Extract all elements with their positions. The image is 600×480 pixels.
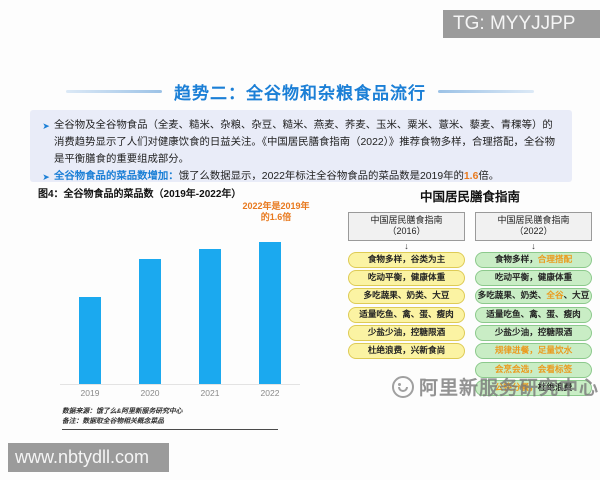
guidelines-2016-header: 中国居民膳食指南 （2016） <box>348 212 465 241</box>
chart-source-line1: 数据来源：饿了么&阿里新服务研究中心 <box>62 408 183 415</box>
bar-group-2021 <box>180 249 240 384</box>
intro-bullet-2-lead: 全谷物食品的菜品数增加： <box>54 170 179 182</box>
guidelines-column-2022: 中国居民膳食指南 （2022） ↓ 食物多样，合理搭配吃动平衡，健康体重多吃蔬果… <box>475 212 592 399</box>
bar-group-2020 <box>120 259 180 384</box>
x-tick-2022: 2022 <box>260 388 280 398</box>
guidelines-2016-list: 食物多样，谷类为主 吃动平衡，健康体重 多吃蔬果、奶类、大豆 适量吃鱼、禽、蛋、瘦肉少… <box>348 251 465 360</box>
guideline-item-text: 吃动平衡，健康体重 <box>367 271 446 282</box>
guideline-item-text: 适量吃鱼、禽、蛋、瘦肉 <box>359 308 454 319</box>
title-divider-left <box>66 89 162 93</box>
bar-group-2019 <box>60 297 120 384</box>
guideline-item: 多吃蔬果、奶类、全谷、大豆 <box>475 288 592 305</box>
guideline-item: 公筷分餐，杜绝浪费 <box>475 380 592 397</box>
title-row: 趋势二：全谷物和杂粮食品流行 <box>0 78 600 104</box>
guideline-item-text: 适量吃鱼、禽、蛋、瘦肉 <box>486 308 581 319</box>
x-tick-2020: 2020 <box>140 388 160 398</box>
guideline-item: 杜绝浪费，兴新食尚 <box>348 343 465 360</box>
guideline-item: 吃动平衡，健康体重 <box>348 269 465 286</box>
chart-annotation-line1: 2022年是2019年 <box>242 201 310 211</box>
guideline-item-text: 少盐少油，控糖限酒 <box>494 327 573 338</box>
guideline-item-text: 多吃蔬果、奶类、 <box>477 290 547 301</box>
brand-watermark: 阿里新服务研究中心 <box>392 373 599 400</box>
bar-2021 <box>199 249 221 384</box>
guideline-item: 适量吃鱼、禽、蛋、瘦肉 <box>475 306 592 323</box>
guidelines-title: 中国居民膳食指南 <box>419 190 520 204</box>
bar-plot <box>60 242 300 385</box>
intro-bullet-1: ➤ 全谷物及全谷物食品（全麦、糙米、杂粮、杂豆、糙米、燕麦、荞麦、玉米、粟米、薏… <box>38 118 562 169</box>
intro-bullet-2-body: 饿了么数据显示，2022年标注全谷物食品的菜品数是2019年的 <box>178 170 464 182</box>
intro-bullet-2-tail: 倍。 <box>478 170 500 182</box>
guideline-item-text: 杜绝浪费，兴新食尚 <box>367 345 446 356</box>
page-title: 趋势二：全谷物和杂粮食品流行 <box>174 83 426 103</box>
guideline-item-text: 食物多样，谷类为主 <box>367 253 446 264</box>
guidelines-2022-list: 食物多样，合理搭配吃动平衡，健康体重多吃蔬果、奶类、全谷、大豆适量吃鱼、禽、蛋、… <box>475 251 592 397</box>
guideline-item: 少盐少油，控糖限酒 <box>475 325 592 342</box>
guideline-item: 吃动平衡，健康体重 <box>475 269 592 286</box>
bullet-arrow-icon: ➤ <box>42 121 50 131</box>
guideline-item: 多吃蔬果、奶类、大豆 <box>348 288 465 305</box>
guideline-item: 少盐少油，控糖限酒 <box>348 325 465 342</box>
intro-bullet-2-highlight: 1.6 <box>463 170 479 182</box>
guideline-item-text: 食物多样， <box>494 253 538 264</box>
guideline-item: 会烹会选，会看标签 <box>475 361 592 378</box>
bullet-arrow-icon: ➤ <box>42 171 50 182</box>
bar-chart: 图4：全谷物食品的菜品数（2019年-2022年） 2022年是2019年 的1… <box>38 185 342 431</box>
intro-bullet-1-text: 全谷物及全谷物食品（全麦、糙米、杂粮、杂豆、糙米、燕麦、荞麦、玉米、粟米、薏米、… <box>54 120 556 165</box>
x-tick-2021: 2021 <box>200 388 220 398</box>
guideline-item: 食物多样，合理搭配 <box>475 251 592 268</box>
guideline-item-text: 多吃蔬果、奶类、大豆 <box>363 290 450 301</box>
guideline-item-text: 、大豆 <box>563 290 590 301</box>
intro-bullet-2: ➤ 全谷物食品的菜品数增加：饿了么数据显示，2022年标注全谷物食品的菜品数是2… <box>38 169 562 186</box>
guideline-item-text: 规律进餐，足量饮水 <box>494 345 573 356</box>
guideline-item-text: 少盐少油，控糖限酒 <box>367 327 446 338</box>
chart-footer-rule <box>62 429 278 431</box>
chart-annotation-line2: 的1.6倍 <box>260 212 292 223</box>
brand-watermark-text: 阿里新服务研究中心 <box>419 378 600 399</box>
watermark-website: www.nbtydll.com <box>8 443 169 472</box>
guidelines-2022-header-line2: （2022） <box>514 226 553 237</box>
guidelines-2016-header-line1: 中国居民膳食指南 <box>370 215 443 225</box>
guideline-item: 规律进餐，足量饮水 <box>475 343 592 360</box>
title-divider-right <box>438 89 534 93</box>
chart-annotation: 2022年是2019年 的1.6倍 <box>210 201 342 224</box>
watermark-telegram: TG: MYYJJPP <box>443 10 600 38</box>
guideline-item-text: 公筷分餐， <box>494 382 538 393</box>
smiley-logo-icon <box>392 375 414 398</box>
guidelines-2022-header: 中国居民膳食指南 （2022） <box>475 212 592 241</box>
guideline-item-text: 杜绝浪费 <box>537 382 573 393</box>
guidelines-2016-header-line2: （2016） <box>387 226 426 237</box>
bar-group-2022 <box>240 242 300 384</box>
intro-bullet-2-text: 全谷物食品的菜品数增加：饿了么数据显示，2022年标注全谷物食品的菜品数是201… <box>54 169 499 186</box>
bar-2022 <box>259 242 281 384</box>
down-arrow-icon: ↓ <box>531 240 536 251</box>
guideline-item-text: 吃动平衡，健康体重 <box>494 271 573 282</box>
guideline-item-text: 合理搭配 <box>537 253 573 264</box>
chart-title: 图4：全谷物食品的菜品数（2019年-2022年） <box>38 189 242 200</box>
down-arrow-icon: ↓ <box>404 240 409 251</box>
guideline-item-text: 全谷 <box>546 290 564 301</box>
guideline-item-text: 会烹会选，会看标签 <box>494 363 573 374</box>
guidelines-panel: 中国居民膳食指南 中国居民膳食指南 （2016） ↓ 食物多样，谷类为主 吃动平衡… <box>348 186 592 399</box>
guidelines-2022-header-line1: 中国居民膳食指南 <box>497 215 570 225</box>
guideline-item: 适量吃鱼、禽、蛋、瘦肉 <box>348 306 465 323</box>
bar-2019 <box>79 297 101 384</box>
guideline-item: 食物多样，谷类为主 <box>348 251 465 268</box>
x-tick-2019: 2019 <box>80 388 100 398</box>
chart-source-line2: 备注：数据取全谷物相关概念菜品 <box>62 418 164 426</box>
intro-box: ➤ 全谷物及全谷物食品（全麦、糙米、杂粮、杂豆、糙米、燕麦、荞麦、玉米、粟米、薏… <box>30 110 572 182</box>
bar-2020 <box>139 259 161 384</box>
guidelines-column-2016: 中国居民膳食指南 （2016） ↓ 食物多样，谷类为主 吃动平衡，健康体重 多吃蔬果… <box>348 212 465 399</box>
x-axis-labels: 2019 2020 2021 2022 <box>60 388 300 398</box>
chart-source-note: 数据来源：饿了么&阿里新服务研究中心 备注：数据取全谷物相关概念菜品 <box>62 407 342 427</box>
